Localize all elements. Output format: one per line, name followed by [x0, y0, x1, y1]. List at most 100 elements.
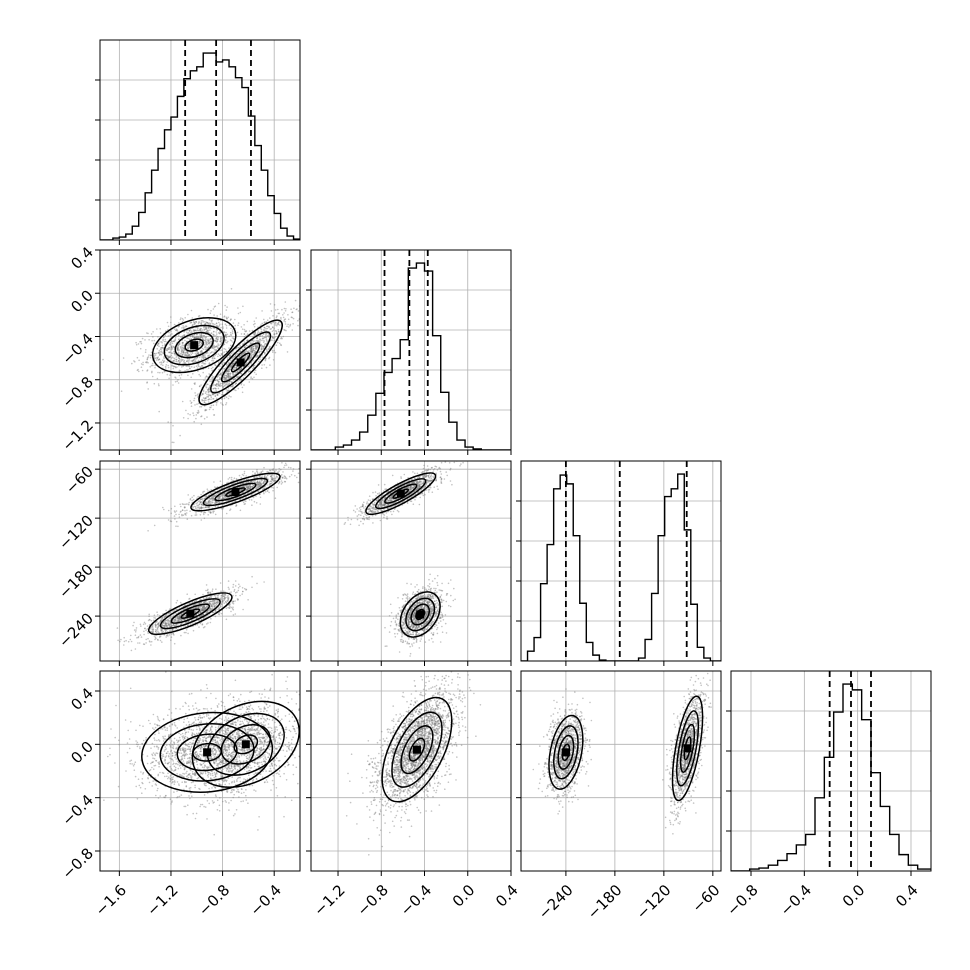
sample-point — [232, 322, 235, 324]
sample-point — [284, 321, 287, 323]
sample-point — [244, 490, 247, 492]
sample-point — [208, 388, 210, 391]
sample-point — [156, 357, 159, 359]
sample-point — [264, 353, 266, 355]
sample-point — [231, 330, 234, 333]
sample-point — [216, 338, 218, 341]
sample-point — [210, 501, 212, 503]
sample-point — [284, 480, 287, 483]
sample-point — [178, 620, 181, 622]
sample-point — [168, 356, 171, 359]
sample-point — [216, 325, 218, 328]
sample-point — [232, 341, 234, 343]
sample-point — [193, 494, 195, 497]
sample-point — [169, 624, 172, 626]
sample-point — [214, 395, 217, 397]
sample-point — [195, 507, 197, 510]
sample-point — [203, 329, 205, 331]
sample-point — [199, 609, 202, 611]
sample-point — [223, 331, 225, 333]
sample-point — [208, 390, 211, 393]
sample-point — [181, 344, 183, 347]
sample-point — [224, 341, 227, 343]
sample-point — [217, 302, 220, 305]
sample-point — [229, 376, 232, 378]
contour-level — [210, 331, 272, 394]
sample-point — [219, 376, 221, 379]
sample-point — [259, 340, 261, 342]
sample-point — [219, 495, 222, 497]
sample-point — [207, 340, 209, 342]
sample-point — [214, 346, 217, 348]
sample-point — [184, 503, 186, 506]
sample-point — [161, 371, 164, 374]
sample-point — [177, 345, 179, 348]
sample-point — [265, 336, 267, 339]
sample-point — [227, 389, 229, 392]
sample-point — [250, 376, 252, 378]
sample-point — [280, 336, 283, 339]
sample-point — [197, 409, 200, 412]
sample-point — [191, 496, 193, 499]
sample-point — [197, 364, 199, 367]
sample-point — [232, 372, 234, 374]
sample-point — [216, 601, 219, 603]
sample-point — [222, 385, 224, 388]
sample-point — [176, 355, 178, 357]
sample-point — [266, 335, 269, 337]
sample-point — [209, 592, 212, 594]
sample-point — [187, 632, 189, 635]
sample-point — [163, 626, 166, 628]
sample-point — [266, 327, 269, 330]
sample-point — [218, 332, 221, 334]
sample-point — [193, 323, 195, 326]
sample-point — [253, 364, 256, 367]
sample-point — [190, 405, 193, 408]
sample-point — [259, 338, 261, 341]
sample-point — [247, 485, 250, 488]
sample-point — [182, 325, 184, 327]
sample-point — [217, 394, 219, 396]
sample-point — [232, 608, 235, 611]
sample-point — [144, 351, 147, 354]
sample-point — [230, 364, 232, 367]
sample-point — [219, 598, 222, 601]
sample-point — [204, 344, 206, 346]
sample-point — [265, 330, 267, 332]
sample-point — [198, 344, 200, 347]
sample-point — [222, 377, 224, 380]
sample-point — [182, 334, 185, 337]
sample-point — [211, 603, 214, 606]
sample-point — [220, 353, 223, 355]
sample-point — [254, 479, 257, 482]
sample-point — [266, 332, 268, 335]
sample-point — [234, 354, 237, 357]
sample-point — [204, 328, 207, 330]
sample-point — [256, 340, 258, 342]
sample-point — [251, 351, 253, 353]
sample-point — [195, 320, 197, 323]
sample-point — [185, 607, 187, 609]
density — [116, 462, 300, 652]
sample-point — [177, 624, 179, 626]
sample-point — [211, 600, 214, 603]
sample-point — [228, 607, 231, 609]
sample-point — [253, 334, 255, 336]
sample-point — [209, 603, 211, 605]
sample-point — [267, 473, 270, 476]
sample-point — [273, 333, 275, 336]
sample-point — [183, 348, 186, 351]
sample-point — [204, 397, 207, 399]
sample-point — [123, 640, 126, 643]
sample-point — [262, 488, 264, 491]
sample-point — [220, 605, 222, 608]
sample-point — [154, 623, 156, 626]
sample-point — [234, 318, 236, 321]
sample-point — [202, 492, 204, 494]
sample-point — [168, 625, 171, 628]
sample-point — [216, 340, 219, 343]
sample-point — [250, 342, 252, 344]
sample-point — [178, 343, 181, 345]
sample-point — [226, 375, 229, 378]
sample-point — [207, 323, 210, 326]
